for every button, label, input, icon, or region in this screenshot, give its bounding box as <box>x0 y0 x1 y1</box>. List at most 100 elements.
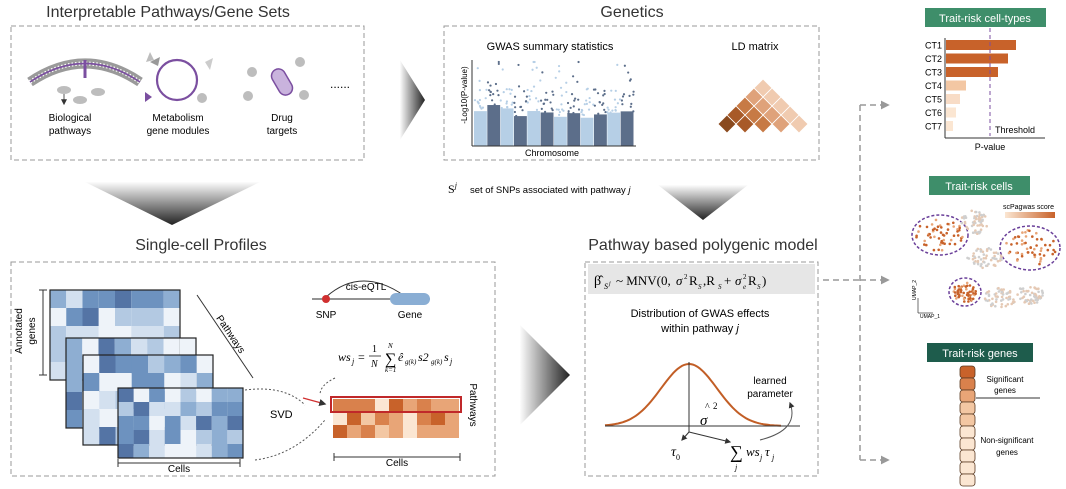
manhattan-point <box>629 105 632 108</box>
umap-cell <box>995 298 998 301</box>
umap-cell <box>1052 248 1055 252</box>
heatmap-cell <box>164 388 181 402</box>
svg-text:2: 2 <box>684 273 688 281</box>
umap-cell <box>1020 254 1024 258</box>
manhattan-band <box>567 113 581 146</box>
umap-cell <box>997 286 1000 290</box>
umap-cell <box>1039 249 1043 253</box>
umap-cell <box>984 256 988 260</box>
umap-cell <box>966 227 970 230</box>
ld-matrix <box>717 78 809 134</box>
umap-cell <box>967 300 970 303</box>
umap-cell <box>981 266 984 270</box>
manhattan-point <box>513 101 516 104</box>
umap-cell <box>929 236 932 239</box>
umap-cell <box>1041 294 1044 297</box>
manhattan-point <box>630 102 633 105</box>
umap-cell <box>982 253 986 256</box>
pathways-diag-label: Pathways <box>213 314 246 356</box>
umap-cell <box>1010 302 1013 306</box>
pathway-heat-cell <box>403 412 417 425</box>
umap-cell <box>937 237 941 240</box>
pathway-heat-cell <box>347 412 361 425</box>
umap-cell <box>939 231 943 234</box>
manhattan-point <box>532 60 535 64</box>
gene-rank-cell <box>959 461 976 475</box>
manhattan-point <box>554 76 557 79</box>
heatmap-cell <box>133 430 150 444</box>
svg-text:1: 1 <box>372 344 377 355</box>
pathway-heat-cell <box>417 399 431 412</box>
umap-cell <box>1038 295 1041 298</box>
svg-text:N: N <box>370 359 379 370</box>
pathway-heat-cell <box>445 425 459 438</box>
umap-cell <box>952 221 955 225</box>
svg-text:ws: ws <box>746 444 760 459</box>
umap-cell <box>1044 243 1047 247</box>
celltype-bar <box>946 121 953 131</box>
drug-capsule-icon <box>243 57 309 101</box>
umap-cell <box>925 225 929 229</box>
celltype-label: CT6 <box>925 108 942 118</box>
manhattan-point <box>502 91 505 94</box>
celltypes-title-bg <box>925 8 1046 27</box>
manhattan-point <box>525 95 528 98</box>
umap-cell <box>960 221 964 225</box>
svg-text:S: S <box>718 283 722 291</box>
manhattan-point <box>607 108 610 111</box>
celltype-label: CT7 <box>925 122 942 132</box>
manhattan-point <box>551 109 554 112</box>
umap1-label: UMAP_1 <box>920 314 940 320</box>
umap-cell <box>1040 247 1043 250</box>
sigma-hat: ^ <box>705 402 710 413</box>
gene-rank-cell <box>959 401 976 415</box>
pathway-heat-cell <box>361 399 375 412</box>
umap-cell <box>973 220 976 223</box>
celltype-bar <box>946 80 966 91</box>
sigma-sq: 2 <box>713 401 718 411</box>
manhattan-point <box>616 63 619 66</box>
umap-cell <box>972 252 975 255</box>
heatmap-cell <box>147 308 164 326</box>
pathway-heat-cell <box>389 399 403 412</box>
heatmap-cell <box>98 338 115 356</box>
manhattan-point <box>485 88 488 91</box>
manhattan-band <box>580 117 594 146</box>
umap-cell <box>1052 239 1055 243</box>
heatmap-cell <box>50 344 67 362</box>
manhattan-point <box>522 90 526 93</box>
heatmap-cell <box>66 392 83 410</box>
manhattan-point <box>500 106 503 110</box>
umap-cell <box>956 289 959 293</box>
manhattan-band <box>474 111 487 146</box>
umap-cell <box>1036 298 1039 302</box>
umap-cell <box>993 254 996 258</box>
umap-cell <box>985 224 988 228</box>
heatmap-cell <box>163 290 180 308</box>
umap-cell <box>994 295 998 298</box>
heatmap-cell <box>131 338 148 356</box>
annotated-genes-label-1: Annotated <box>14 308 25 354</box>
umap-cell <box>1000 303 1004 306</box>
heatmap-cell <box>83 391 100 409</box>
umap-cell <box>968 290 971 294</box>
manhattan-point <box>632 110 635 113</box>
heatmap-cell <box>98 290 115 308</box>
pathway-heat-cell <box>431 425 445 438</box>
manhattan-point <box>585 88 588 91</box>
umap-cell <box>1051 252 1054 256</box>
membrane-icon <box>27 58 143 106</box>
manhattan-point <box>552 93 555 96</box>
umap-cell <box>994 300 998 304</box>
umap-cell <box>1033 247 1036 251</box>
umap-cell <box>987 262 990 266</box>
manhattan-point <box>603 89 606 92</box>
umap-cell <box>962 291 965 295</box>
pathway-heat-cell <box>403 399 417 412</box>
bio-pathways-label-2: pathways <box>49 126 91 137</box>
manhattan-point <box>588 96 591 100</box>
manhattan-point <box>531 68 534 71</box>
metabolism-cycle-icon <box>145 52 213 103</box>
umap-cell <box>1029 246 1032 249</box>
manhattan-point <box>540 107 543 110</box>
